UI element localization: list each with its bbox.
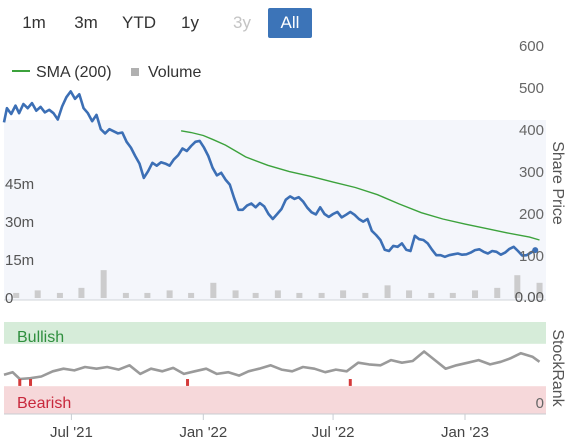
legend: SMA (200) Volume [12,64,201,81]
volume-y-axis: 45m 30m 15m 0 0.00 [5,176,544,307]
volume-legend-label: Volume [148,64,201,81]
sma-legend-label: SMA (200) [36,64,112,81]
range-button-1m[interactable]: 1m [22,13,46,32]
range-button-ytd[interactable]: YTD [122,13,156,32]
price-last-point [532,247,539,254]
bearish-dip-mark [29,379,33,386]
volume-bar [34,290,41,298]
volume-bar [232,290,239,298]
volume-bar [122,292,129,298]
bearish-dip-mark [18,379,22,386]
volume-bar [188,292,195,298]
range-button-3y[interactable]: 3y [233,13,251,32]
sma-line [180,130,540,241]
price-tick-label: 300 [519,164,544,181]
price-axis-title: Share Price [549,141,566,225]
price-tick-label: 600 [519,38,544,55]
volume-bar [449,292,456,298]
volume-bar [78,287,85,298]
price-tick-label: 500 [519,80,544,97]
volume-bars [13,270,543,298]
bullish-label: Bullish [17,329,64,346]
price-tick-label: 400 [519,122,544,139]
x-axis: Jul '21 Jan '22 Jul '22 Jan '23 [4,413,546,438]
x-tick-label: Jul '21 [50,424,93,438]
price-plot-area [4,120,546,300]
volume-tick-label: 15m [5,252,34,269]
volume-value-label: 0.00 [515,289,544,306]
bullish-band [4,322,546,344]
volume-bar [144,292,151,298]
volume-bar [514,275,521,298]
volume-bar [536,282,543,298]
x-tick-label: Jan '22 [179,424,227,438]
volume-bar [13,292,20,298]
price-series [2,90,539,259]
volume-bar [384,285,391,298]
x-tick-label: Jul '22 [312,424,355,438]
x-tick-label: Jan '23 [441,424,489,438]
sma-series [180,130,540,241]
volume-bar [428,292,435,298]
volume-bar [318,292,325,298]
volume-bar [406,290,413,298]
volume-bar [210,282,217,298]
volume-bar [252,292,259,298]
volume-tick-label: 0 [5,290,13,307]
volume-bar [472,290,479,298]
volume-bar [166,290,173,298]
stockrank-panel: Bullish Bearish 0 StockRank [3,322,566,414]
price-tick-label: 200 [519,206,544,223]
volume-bar [296,292,303,298]
bearish-dip-mark [186,379,190,386]
volume-tick-label: 30m [5,214,34,231]
bearish-dip-mark [348,379,352,386]
range-button-1y[interactable]: 1y [181,13,199,32]
price-tick-label: 100 [519,248,544,265]
price-line [2,90,536,259]
bearish-label: Bearish [17,395,71,412]
volume-legend-swatch [131,68,139,76]
volume-bar [100,270,107,298]
volume-bar [56,292,63,298]
range-button-all[interactable]: All [268,8,312,38]
volume-bar [494,287,501,298]
range-button-3m[interactable]: 3m [74,13,98,32]
price-panel [4,120,546,301]
volume-bar [340,290,347,298]
bearish-band [4,386,546,414]
price-y-axis: 600 500 400 300 200 100 Share Price [519,38,566,265]
volume-bar [274,290,281,298]
stockrank-line [3,350,541,381]
volume-tick-label: 45m [5,176,34,193]
volume-bar [362,292,369,298]
stockrank-tick-label: 0 [536,395,544,412]
stockrank-axis-title: StockRank [549,329,566,407]
